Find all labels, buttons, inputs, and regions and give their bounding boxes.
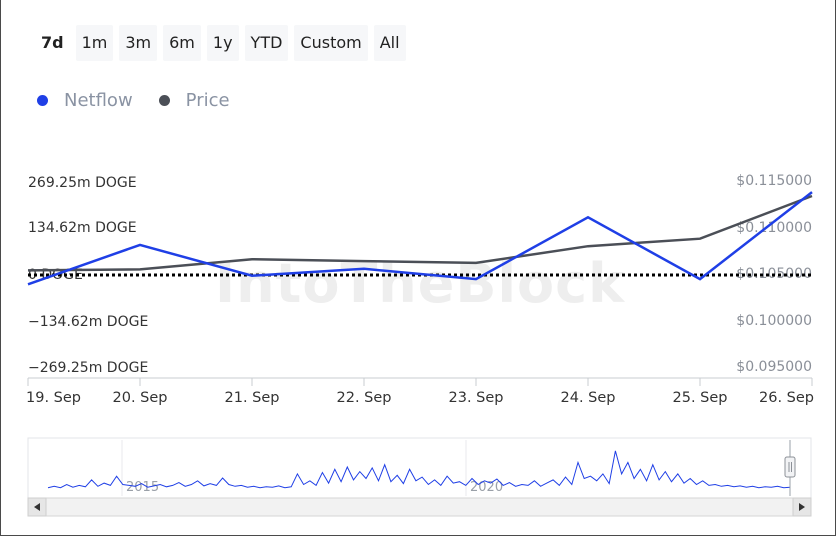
netflow-point[interactable] xyxy=(472,275,480,283)
price-point[interactable] xyxy=(472,259,480,267)
x-axis: 19. Sep 20. Sep 21. Sep 22. Sep 23. Sep 24. S… xyxy=(26,378,814,406)
range-3m-button[interactable]: 3m xyxy=(119,25,158,61)
series-layer xyxy=(24,191,816,288)
price-point[interactable] xyxy=(808,192,816,200)
range-1y-button[interactable]: 1y xyxy=(206,25,239,61)
netflow-point[interactable] xyxy=(248,272,256,280)
range-ytd-button[interactable]: YTD xyxy=(244,25,289,61)
scrollbar-track[interactable] xyxy=(27,497,812,517)
legend: Netflow Price xyxy=(37,90,230,111)
price-point[interactable] xyxy=(136,265,144,273)
y-left-tick-label: 134.62m DOGE xyxy=(28,220,137,236)
y-left-tick-label: 269.25m DOGE xyxy=(28,175,137,191)
price-point[interactable] xyxy=(584,242,592,250)
x-tick-label: 24. Sep xyxy=(561,390,616,406)
range-7d-button[interactable]: 7d xyxy=(35,25,70,61)
range-selector: 7d 1m 3m 6m 1y YTD Custom All xyxy=(35,25,406,61)
netflow-point[interactable] xyxy=(584,213,592,221)
price-point[interactable] xyxy=(696,235,704,243)
scroll-left-button[interactable] xyxy=(27,497,47,517)
y-right-tick-label: $0.110000 xyxy=(736,220,812,236)
legend-item-netflow[interactable]: Netflow xyxy=(37,90,133,111)
x-tick-label: 20. Sep xyxy=(113,390,168,406)
legend-label-price: Price xyxy=(185,90,230,111)
netflow-line[interactable] xyxy=(27,191,813,286)
x-tick-label: 23. Sep xyxy=(449,390,504,406)
arrow-left-icon xyxy=(34,503,40,511)
price-line[interactable] xyxy=(27,194,813,272)
legend-label-netflow: Netflow xyxy=(64,90,133,111)
netflow-point[interactable] xyxy=(696,275,704,283)
navigator-label-2015: 2015 xyxy=(126,480,159,495)
x-tick-label: 21. Sep xyxy=(225,390,280,406)
arrow-right-icon xyxy=(799,503,805,511)
navigator-handle[interactable] xyxy=(784,456,796,478)
netflow-point[interactable] xyxy=(360,265,368,273)
price-point[interactable] xyxy=(24,266,32,274)
x-tick-label: 19. Sep xyxy=(26,390,81,406)
legend-item-price[interactable]: Price xyxy=(158,90,230,111)
price-point[interactable] xyxy=(360,257,368,265)
range-1m-button[interactable]: 1m xyxy=(75,25,114,61)
y-left-tick-label: −269.25m DOGE xyxy=(28,360,148,376)
y-right-tick-label: $0.100000 xyxy=(736,313,812,329)
range-custom-button[interactable]: Custom xyxy=(294,25,368,61)
netflow-point[interactable] xyxy=(136,241,144,249)
y-right-tick-label: $0.095000 xyxy=(736,359,812,375)
y-right-tick-label: $0.115000 xyxy=(736,173,812,189)
price-point[interactable] xyxy=(248,255,256,263)
netflow-point[interactable] xyxy=(24,280,32,288)
y-left-tick-label: −134.62m DOGE xyxy=(28,314,148,330)
y-right-axis: $0.115000 $0.110000 $0.105000 $0.100000 … xyxy=(736,173,812,375)
range-6m-button[interactable]: 6m xyxy=(163,25,201,61)
price-dot-icon xyxy=(158,95,170,106)
navigator-series-line xyxy=(47,450,791,489)
navigator-label-2020: 2020 xyxy=(470,480,503,495)
range-all-button[interactable]: All xyxy=(373,25,406,61)
x-tick-label: 26. Sep xyxy=(759,390,814,406)
navigator-panel[interactable] xyxy=(27,437,812,499)
netflow-dot-icon xyxy=(37,95,48,106)
x-tick-label: 22. Sep xyxy=(337,390,392,406)
x-tick-label: 25. Sep xyxy=(673,390,728,406)
scroll-right-button[interactable] xyxy=(792,497,812,517)
